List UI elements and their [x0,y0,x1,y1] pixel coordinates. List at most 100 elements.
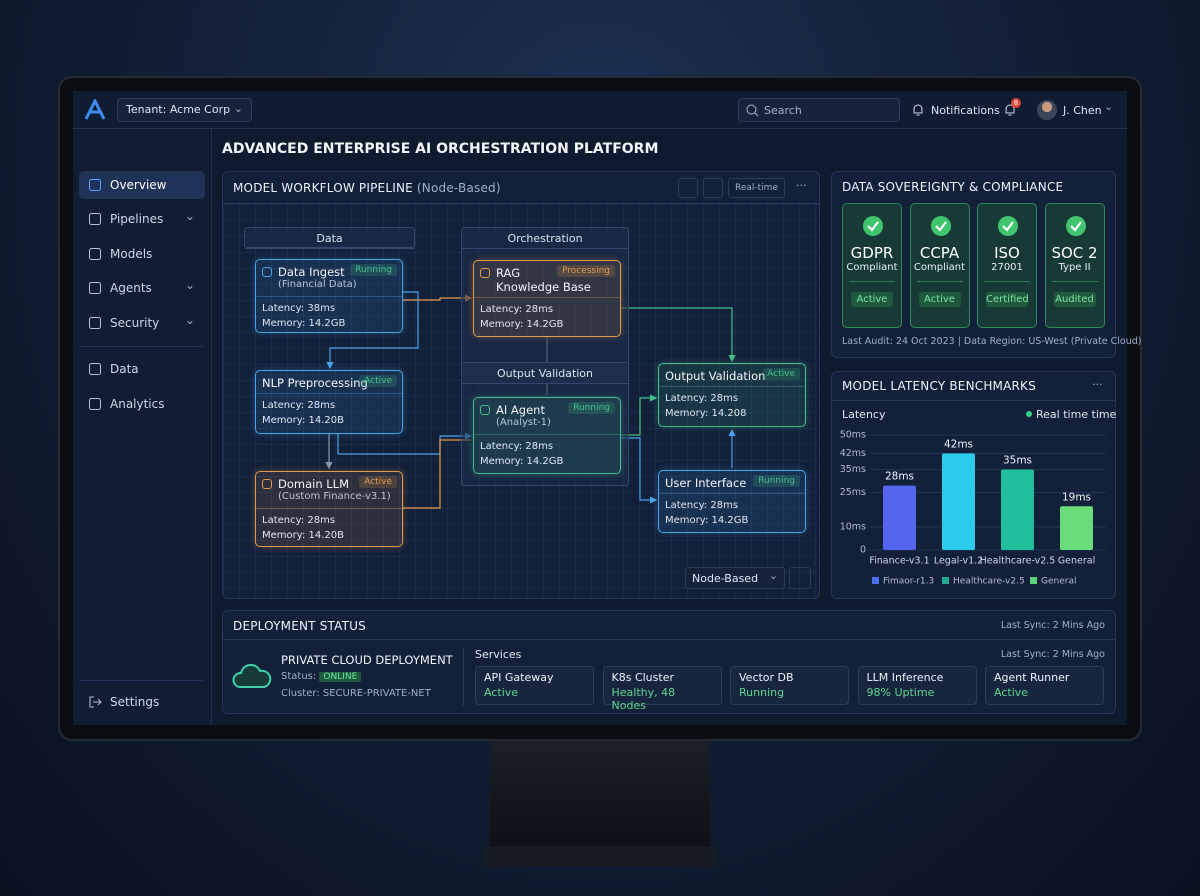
node-icon [262,267,272,277]
node-icon [262,479,272,489]
card-status: Active [851,292,893,307]
node-divider [659,493,805,494]
compliance-card[interactable]: GDPR Compliant Active [842,203,902,328]
nav-icon [89,179,101,191]
status-pill: Active [359,375,397,387]
nav-item[interactable]: Pipelines ⌄ [79,205,205,233]
notification-badge: 8 [1011,98,1021,108]
more-menu[interactable]: ··· [1092,378,1103,391]
nav-label: Agents [110,281,152,295]
service-status: Running [739,686,785,699]
service-card[interactable]: Vector DB Running [730,666,849,705]
nav-icon [89,213,101,225]
node-divider [256,508,402,509]
node-group: Data [244,227,415,249]
pipeline-node[interactable]: User Interface Running Latency: 28ms Memory… [658,470,806,533]
nav-item[interactable]: Security ⌄ [79,309,205,337]
status-pill: Running [753,475,800,487]
node-detail: (Financial Data) [278,279,357,290]
pipeline-node[interactable]: NLP Preprocessing Active Latency: 28ms Memo… [255,370,403,434]
node-latency: Latency: 28ms [480,441,554,452]
nav-label: Pipelines [110,212,164,226]
card-name: ISO [994,244,1020,262]
node-detail: (Custom Finance-v3.1) [278,491,391,502]
nav-item[interactable]: Agents ⌄ [79,274,205,302]
service-card[interactable]: K8s Cluster Healthy, 48 Nodes [602,666,722,712]
notifications-label[interactable]: Notifications [931,104,1000,117]
card-divider [984,281,1030,282]
search-box[interactable]: Search [738,98,900,122]
divider [463,648,464,706]
compliance-card[interactable]: SOC 2 Type II Audited [1044,203,1105,328]
pipeline-subtitle: (Node-Based) [416,181,501,195]
nav-item[interactable]: Overview [79,171,205,199]
card-divider [916,281,963,282]
card-divider [849,281,895,282]
grid-button[interactable] [678,178,698,198]
settings-button[interactable] [789,567,811,589]
nav-label: Overview [110,178,167,192]
chevron: ⌄ [184,313,195,327]
card-name: CCPA [919,244,960,262]
service-name: API Gateway [484,671,554,684]
card-detail: 27001 [991,262,1023,273]
tenant-select[interactable]: Tenant: Acme Corp ⌄ [117,98,252,122]
user-name[interactable]: J. Chen [1063,104,1102,117]
node-group: Output Validation [461,362,629,486]
settings-link[interactable]: Settings [79,688,205,716]
pipeline-node[interactable]: AI Agent (Analyst-1) Running Latency: 28ms M… [473,397,621,474]
nav-item[interactable]: Analytics [79,390,205,418]
nav-item[interactable]: Data [79,355,205,383]
group-label: Orchestration [462,228,628,249]
group-label: Output Validation [462,363,628,384]
pipeline-node[interactable]: Data Ingest (Financial Data) Running Latenc… [255,259,403,333]
node-name: Domain LLM [278,477,350,491]
logo [84,99,106,120]
more-menu[interactable]: ··· [796,179,807,192]
last-sync: Last Sync: 2 Mins Ago [1000,620,1105,631]
realtime-button[interactable]: Real-time [728,178,785,198]
service-card[interactable]: Agent Runner Active [985,666,1104,705]
view-select[interactable]: Node-Based ⌄ [685,567,785,589]
compliance-footer: Last Audit: 24 Oct 2023 | Data Region: U… [842,336,1142,347]
refresh-button[interactable] [703,178,723,198]
pipeline-title: MODEL WORKFLOW PIPELINE [233,181,413,195]
search-placeholder: Search [764,104,802,117]
node-name: RAG [496,266,521,280]
service-card[interactable]: LLM Inference 98% Uptime [857,666,977,705]
compliance-card[interactable]: CCPA Compliant Active [909,203,970,328]
service-status: 98% Uptime [866,686,935,699]
nav-label: Data [110,362,139,376]
card-status: Active [918,292,961,307]
panel-header [223,172,819,204]
nav-item[interactable]: Models [79,240,205,268]
pipeline-node[interactable]: Output Validation Active Latency: 28ms Memo… [658,363,806,427]
service-card[interactable]: API Gateway Active [475,666,594,705]
node-divider [474,434,620,435]
node-memory: Memory: 14.2GB [480,319,564,330]
compliance-card[interactable]: ISO 27001 Certified [977,203,1037,328]
check-icon [863,216,883,236]
card-divider [1051,281,1098,282]
group-label: Data [245,228,414,249]
pipeline-node[interactable]: RAG Knowledge Base Processing Latency: 28ms… [473,260,621,337]
node-name: User Interface [665,476,747,490]
node-divider [474,297,620,298]
card-detail: Compliant [913,262,966,273]
latency-panel [831,371,1116,599]
card-name: SOC 2 [1051,244,1098,262]
node-memory: Memory: 14.2GB [480,456,564,467]
node-name: Output Validation [665,369,766,383]
pipeline-node[interactable]: Domain LLM (Custom Finance-v3.1) Active Lat… [255,471,403,547]
status-pill: Active [359,476,397,488]
nav-icon [89,282,101,294]
status-pill: ONLINE [319,672,362,682]
latency-title: MODEL LATENCY BENCHMARKS [842,379,1036,393]
bell-icon[interactable] [1003,103,1017,117]
status-pill: Running [350,264,397,276]
deployment-name: PRIVATE CLOUD DEPLOYMENT [281,653,453,667]
divider [79,346,203,347]
avatar[interactable] [1037,100,1057,120]
chevron: ⌄ [1104,100,1114,113]
chevron: ⌄ [184,209,195,223]
